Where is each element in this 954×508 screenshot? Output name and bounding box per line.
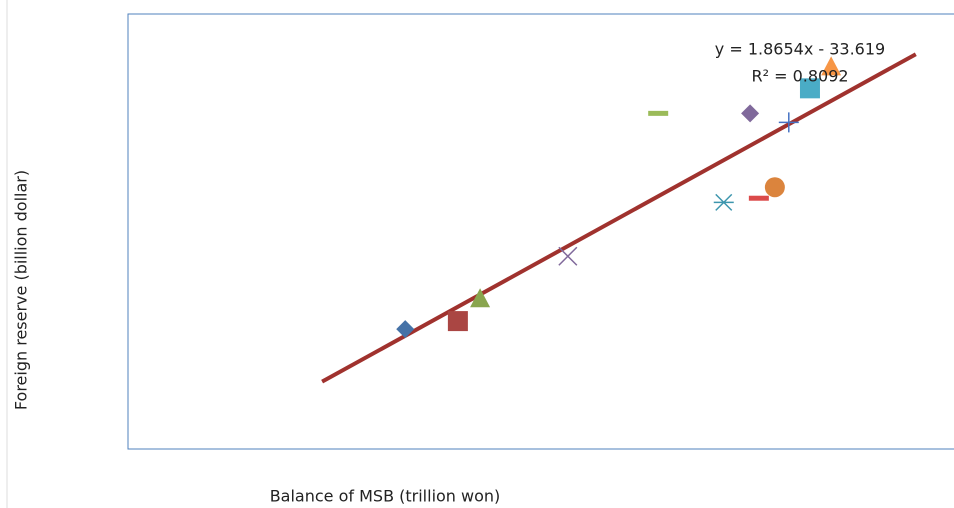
trend-equation: y = 1.8654x - 33.619: [715, 40, 885, 59]
point: [821, 56, 842, 76]
plot-area: [127, 13, 954, 450]
point: [447, 311, 468, 332]
point: [748, 195, 769, 201]
x-axis-label: Balance of MSB (trillion won): [270, 487, 501, 506]
point: [778, 112, 799, 133]
point: [470, 288, 491, 308]
y-axis-label: Foreign reserve (billion dollar): [12, 170, 31, 410]
point: [799, 78, 820, 99]
point: [713, 193, 734, 211]
point: [741, 104, 760, 123]
point: [764, 177, 785, 198]
point: [558, 246, 578, 266]
trend-r2: R² = 0.8092: [751, 67, 848, 86]
point: [396, 320, 415, 339]
point: [648, 110, 669, 116]
trend-line: [321, 52, 917, 384]
